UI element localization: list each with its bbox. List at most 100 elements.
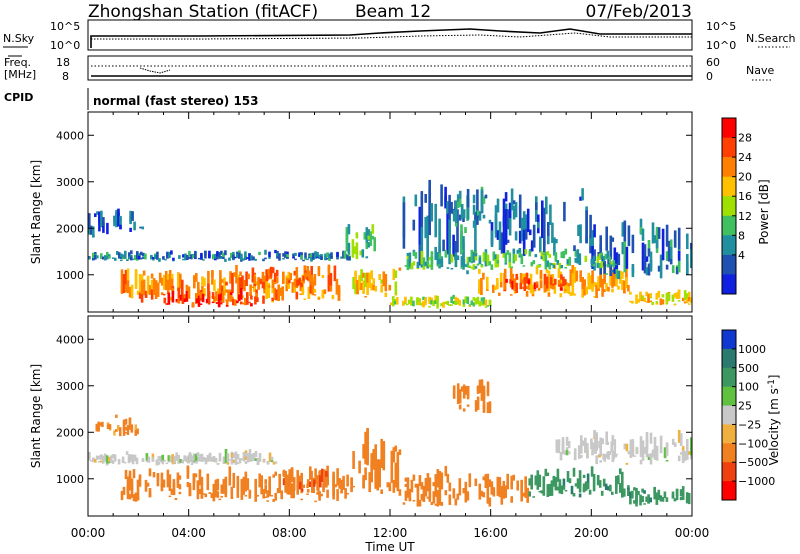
- velocity-cell: [274, 471, 277, 476]
- power-cell: [382, 271, 386, 287]
- power-cell: [197, 301, 201, 307]
- velocity-cell: [500, 491, 504, 501]
- power-cell: [211, 270, 214, 285]
- power-cell: [466, 270, 469, 275]
- power-cell: [198, 257, 201, 260]
- power-cell: [182, 258, 185, 261]
- power-cell: [356, 280, 359, 294]
- velocity-cell: [165, 462, 169, 465]
- power-cell: [380, 284, 383, 293]
- power-cell: [647, 248, 651, 257]
- power-cell: [486, 254, 490, 266]
- velocity-cell: [186, 482, 190, 488]
- power-cell: [102, 222, 105, 233]
- power-cell: [521, 273, 525, 285]
- velocity-cell: [119, 427, 122, 434]
- power-cell: [274, 249, 277, 254]
- power-cell: [265, 273, 268, 299]
- velocity-cell: [643, 447, 647, 451]
- velocity-cell: [599, 460, 602, 463]
- power-cell: [671, 298, 675, 302]
- power-cell: [558, 279, 561, 285]
- power-cell: [516, 249, 520, 254]
- power-cell: [238, 252, 241, 258]
- power-cell: [520, 253, 524, 263]
- power-cell: [515, 282, 518, 290]
- power-cell: [199, 292, 203, 299]
- velocity-cell: [321, 468, 324, 482]
- power-cell: [166, 251, 169, 259]
- power-cell: [564, 289, 567, 291]
- velocity-cell: [456, 493, 460, 500]
- velocity-cell: [268, 452, 272, 462]
- power-cell: [220, 250, 223, 255]
- velocity-cell: [643, 503, 646, 505]
- power-cell: [122, 254, 125, 258]
- power-cell: [337, 287, 341, 301]
- power-cell: [340, 256, 343, 259]
- velocity-cell: [563, 450, 567, 455]
- velocity-cell: [550, 480, 554, 485]
- velocity-cell: [520, 479, 523, 494]
- power-cell: [172, 259, 175, 262]
- velocity-cell: [246, 478, 250, 490]
- power-cell: [462, 304, 466, 307]
- power-cell: [300, 252, 303, 256]
- power-cell: [468, 305, 472, 307]
- velocity-cell: [577, 455, 581, 459]
- velocity-cell: [134, 424, 137, 430]
- power-cell: [669, 244, 673, 265]
- velocity-cell: [464, 481, 468, 494]
- power-cell: [677, 250, 681, 261]
- power-cell: [512, 205, 516, 220]
- power-cell: [539, 270, 543, 279]
- power-cell: [331, 295, 335, 300]
- power-cell: [675, 267, 679, 275]
- velocity-cell: [647, 494, 650, 504]
- velocity-cell: [530, 474, 533, 487]
- power-cell: [430, 256, 434, 270]
- power-cell: [367, 242, 371, 248]
- power-cell: [482, 252, 486, 262]
- power-cell: [138, 292, 142, 299]
- velocity-cell: [226, 462, 230, 465]
- power-cell: [665, 251, 669, 261]
- power-cell: [581, 277, 584, 289]
- velocity-cell: [147, 456, 151, 463]
- power-cell: [608, 256, 612, 267]
- velocity-cell: [478, 489, 482, 500]
- velocity-cell: [657, 489, 661, 499]
- velocity-cell: [671, 438, 675, 445]
- velocity-cell: [222, 479, 226, 493]
- power-cell: [118, 252, 121, 258]
- power-cell: [434, 295, 437, 301]
- power-cell: [667, 240, 671, 262]
- power-cell: [263, 275, 267, 282]
- power-cell: [456, 255, 460, 260]
- power-cell: [446, 207, 449, 255]
- power-cell: [590, 260, 594, 265]
- velocity-cell: [130, 494, 134, 498]
- power-cell: [162, 256, 165, 259]
- power-cell: [560, 251, 564, 256]
- velocity-cell: [604, 483, 608, 490]
- velocity-cell: [402, 502, 406, 505]
- power-cell: [354, 283, 357, 295]
- power-cell: [476, 189, 479, 225]
- power-cell: [545, 196, 548, 215]
- velocity-cell: [454, 498, 458, 506]
- velocity-cell: [611, 435, 615, 446]
- power-cell: [531, 292, 535, 297]
- velocity-cell: [202, 493, 206, 495]
- velocity-cell: [101, 421, 104, 427]
- velocity-cell: [157, 461, 161, 465]
- power-cell: [330, 252, 333, 259]
- power-cell: [631, 266, 635, 274]
- power-cell: [661, 244, 665, 261]
- velocity-cell: [128, 418, 132, 430]
- power-cell: [171, 286, 175, 290]
- velocity-cell: [194, 453, 198, 461]
- velocity-cell: [629, 497, 632, 505]
- power-cell: [154, 289, 158, 299]
- power-cell: [142, 289, 146, 296]
